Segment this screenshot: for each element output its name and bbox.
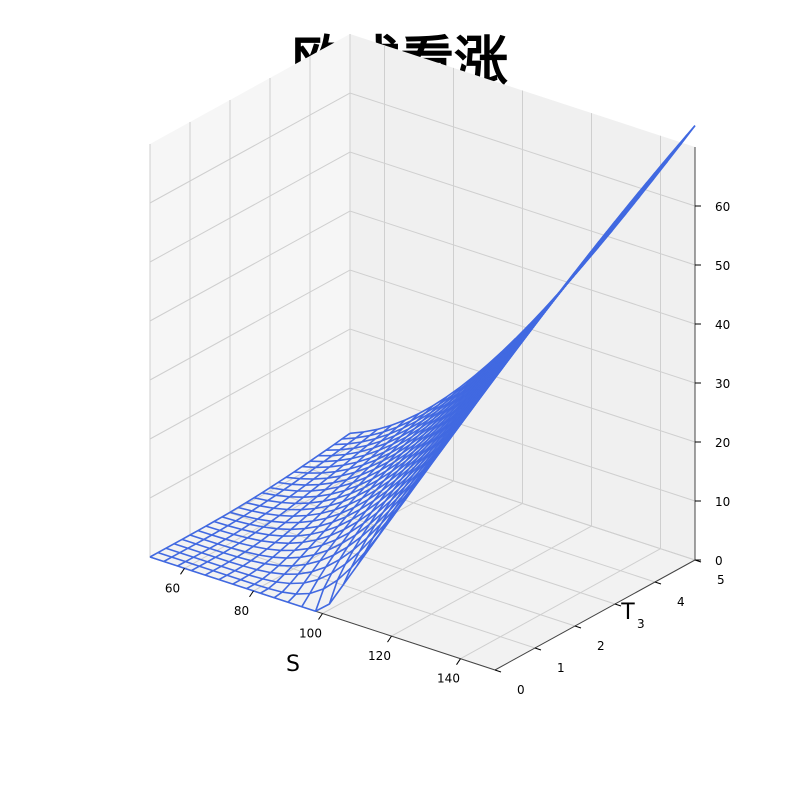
t-tick-label: 2 (597, 639, 605, 653)
z-tick-label: 30 (715, 377, 730, 391)
grid-line-z (149, 151, 696, 266)
s-tick-mark (180, 568, 185, 575)
surface-line-s (494, 125, 696, 376)
t-tick-label: 1 (557, 661, 565, 675)
grid-line-z (149, 269, 696, 384)
surface-line-s (191, 424, 392, 572)
surface-line-s (328, 323, 530, 605)
z-tick-label: 60 (715, 200, 730, 214)
t-axis-label: T (620, 600, 635, 625)
s-tick-mark (456, 658, 461, 665)
surface-line-s (177, 428, 379, 567)
t-tick-mark (574, 625, 582, 629)
surface-line-s (204, 419, 406, 576)
surface-line-s (163, 431, 365, 563)
surface-line-s (273, 375, 475, 599)
surface-line-s (218, 412, 420, 581)
t-axis-line (494, 559, 696, 671)
z-tick-label: 50 (715, 259, 730, 273)
grid-line-z (149, 92, 696, 207)
t-tick-label: 4 (677, 595, 685, 609)
surface-line-s (232, 405, 434, 585)
surface-line-s (246, 396, 448, 590)
z-tick-label: 40 (715, 318, 730, 332)
t-tick-mark (654, 581, 662, 585)
grid-line-z (149, 328, 696, 443)
s-tick-label: 100 (299, 627, 322, 641)
t-tick-label: 0 (517, 683, 525, 697)
s-tick-label: 140 (437, 672, 460, 686)
surface-line-s (259, 386, 461, 594)
grid-line-z (149, 387, 696, 502)
z-tick-label: 0 (715, 554, 723, 568)
wireframe-surface (149, 125, 696, 613)
z-tick-label: 20 (715, 436, 730, 450)
surface-line-s (149, 432, 351, 558)
t-tick-label: 3 (637, 617, 645, 631)
z-tick-label: 10 (715, 495, 730, 509)
s-axis-label: S (286, 652, 300, 677)
t-tick-mark (534, 647, 542, 651)
left-wall-pane (150, 34, 350, 557)
s-tick-label: 80 (234, 604, 249, 618)
surface-line-s (314, 337, 517, 612)
t-tick-mark (614, 603, 622, 607)
s-tick-mark (318, 613, 323, 620)
s-tick-label: 120 (368, 649, 391, 663)
surface-line-s (287, 363, 489, 603)
surface-line-s (342, 309, 544, 586)
s-tick-mark (387, 635, 392, 643)
t-tick-mark (494, 669, 502, 673)
t-tick-label: 5 (717, 573, 725, 587)
s-tick-mark (249, 590, 254, 598)
grid-line-z (149, 210, 696, 325)
s-tick-label: 60 (165, 581, 180, 595)
surface-line-s (301, 351, 503, 608)
